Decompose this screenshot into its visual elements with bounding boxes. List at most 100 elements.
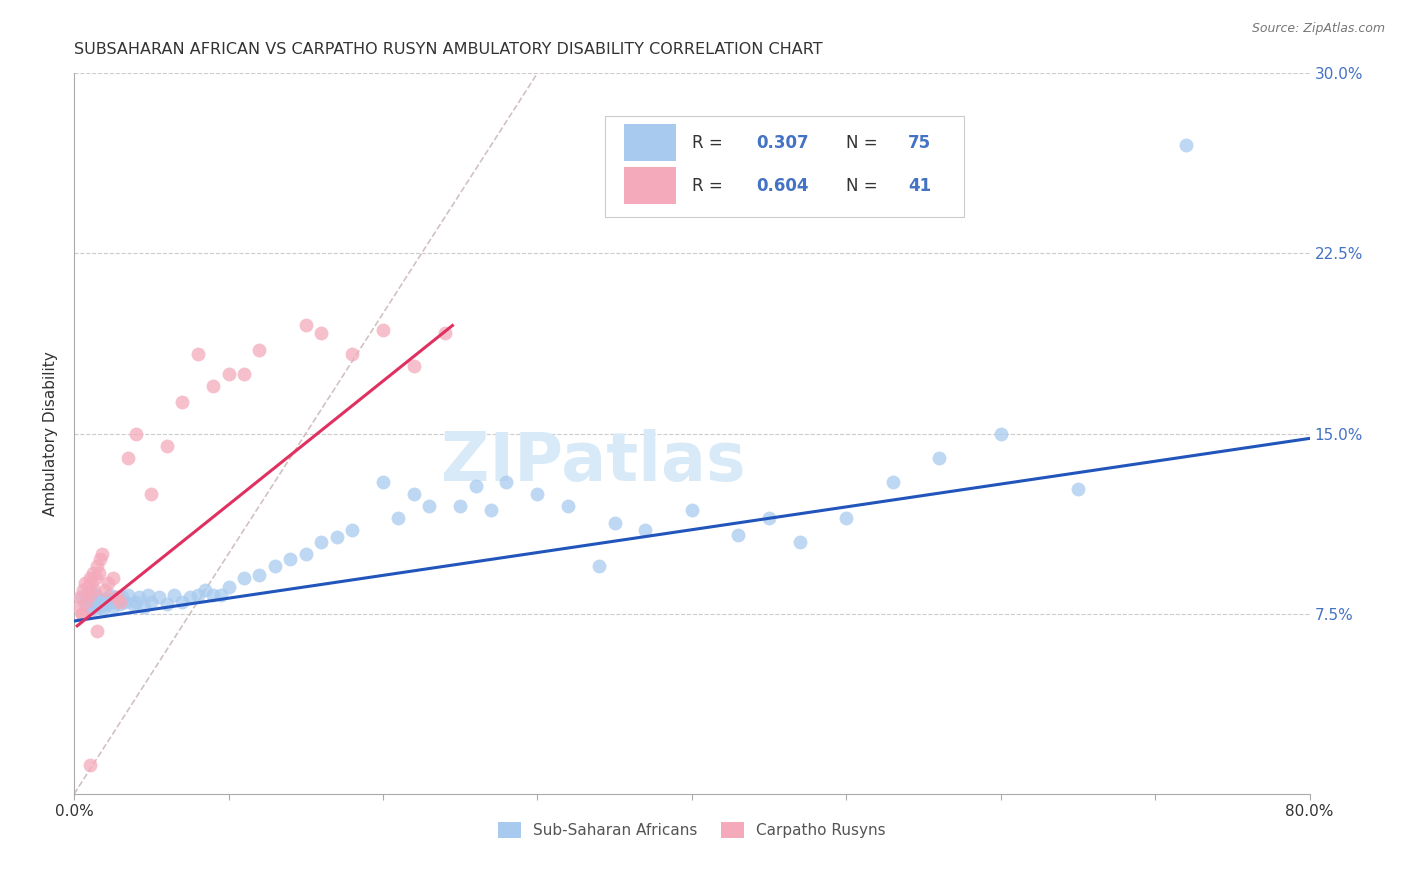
Point bbox=[70, 607, 93, 621]
Point bbox=[73, 597, 96, 611]
Point bbox=[758, 510, 780, 524]
Point bbox=[371, 323, 394, 337]
Point bbox=[172, 395, 194, 409]
Point bbox=[882, 475, 904, 489]
Point bbox=[86, 590, 108, 604]
Point bbox=[125, 595, 148, 609]
Point bbox=[125, 426, 148, 441]
Point bbox=[77, 595, 100, 609]
Point bbox=[86, 558, 108, 573]
Point bbox=[156, 439, 179, 453]
Text: 41: 41 bbox=[908, 178, 931, 195]
Point bbox=[72, 582, 94, 597]
Point bbox=[1067, 482, 1090, 496]
Point bbox=[83, 582, 105, 597]
Point bbox=[105, 590, 128, 604]
Point bbox=[727, 527, 749, 541]
Point bbox=[194, 582, 217, 597]
Point bbox=[233, 367, 256, 381]
FancyBboxPatch shape bbox=[606, 117, 963, 218]
Point bbox=[84, 588, 107, 602]
Point bbox=[218, 580, 240, 594]
Point bbox=[835, 510, 858, 524]
Point bbox=[294, 318, 316, 333]
Point bbox=[69, 590, 91, 604]
Point bbox=[97, 575, 120, 590]
Point bbox=[179, 590, 201, 604]
Point bbox=[70, 590, 93, 604]
Point bbox=[557, 499, 579, 513]
Point bbox=[79, 758, 101, 772]
Point bbox=[80, 575, 103, 590]
Point bbox=[340, 523, 363, 537]
Point bbox=[94, 592, 117, 607]
Point bbox=[402, 486, 425, 500]
Point bbox=[309, 326, 332, 340]
Point bbox=[75, 588, 97, 602]
Point bbox=[526, 486, 548, 500]
Point bbox=[464, 479, 486, 493]
Point bbox=[309, 534, 332, 549]
Point bbox=[77, 580, 100, 594]
Point bbox=[371, 475, 394, 489]
Point bbox=[156, 597, 179, 611]
Point bbox=[86, 595, 108, 609]
Point bbox=[90, 595, 112, 609]
Point bbox=[141, 486, 163, 500]
Point bbox=[86, 624, 108, 638]
Point bbox=[340, 347, 363, 361]
Point bbox=[80, 592, 103, 607]
Point bbox=[110, 597, 132, 611]
Point bbox=[114, 595, 136, 609]
Point bbox=[111, 590, 134, 604]
Point bbox=[96, 597, 118, 611]
Point bbox=[89, 599, 111, 614]
Point bbox=[294, 547, 316, 561]
Point bbox=[278, 551, 301, 566]
Point bbox=[79, 571, 101, 585]
Point bbox=[209, 588, 232, 602]
Point bbox=[148, 590, 170, 604]
Point bbox=[117, 588, 139, 602]
Point bbox=[634, 523, 657, 537]
Text: R =: R = bbox=[692, 134, 728, 153]
Point bbox=[247, 343, 270, 357]
Text: N =: N = bbox=[846, 178, 883, 195]
Text: 0.307: 0.307 bbox=[756, 134, 808, 153]
Y-axis label: Ambulatory Disability: Ambulatory Disability bbox=[44, 351, 58, 516]
Point bbox=[202, 588, 225, 602]
FancyBboxPatch shape bbox=[624, 124, 676, 161]
Point bbox=[75, 595, 97, 609]
Point bbox=[89, 551, 111, 566]
Text: Source: ZipAtlas.com: Source: ZipAtlas.com bbox=[1251, 22, 1385, 36]
Point bbox=[990, 426, 1012, 441]
Point bbox=[101, 599, 124, 614]
Point bbox=[418, 499, 440, 513]
Point bbox=[93, 602, 115, 616]
Text: ZIPatlas: ZIPatlas bbox=[440, 429, 745, 495]
Point bbox=[218, 367, 240, 381]
Point bbox=[90, 547, 112, 561]
Point bbox=[603, 516, 626, 530]
Point bbox=[588, 558, 610, 573]
Point bbox=[94, 582, 117, 597]
Point bbox=[387, 510, 409, 524]
Point bbox=[84, 571, 107, 585]
Point bbox=[187, 347, 209, 361]
Point bbox=[98, 588, 121, 602]
Point bbox=[141, 595, 163, 609]
Text: SUBSAHARAN AFRICAN VS CARPATHO RUSYN AMBULATORY DISABILITY CORRELATION CHART: SUBSAHARAN AFRICAN VS CARPATHO RUSYN AMB… bbox=[75, 42, 823, 57]
Point bbox=[202, 378, 225, 392]
Point bbox=[136, 588, 159, 602]
Text: 0.604: 0.604 bbox=[756, 178, 808, 195]
Point bbox=[79, 588, 101, 602]
Point bbox=[163, 588, 186, 602]
Point bbox=[97, 595, 120, 609]
Point bbox=[117, 450, 139, 465]
Point bbox=[121, 597, 143, 611]
Point bbox=[449, 499, 471, 513]
Point bbox=[132, 599, 155, 614]
Point bbox=[79, 599, 101, 614]
Point bbox=[110, 595, 132, 609]
Point bbox=[101, 571, 124, 585]
